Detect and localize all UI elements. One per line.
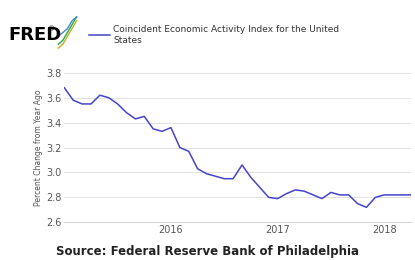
Text: FRED: FRED (8, 26, 61, 44)
Text: ®: ® (48, 26, 55, 32)
Y-axis label: Percent Change from Year Ago: Percent Change from Year Ago (34, 89, 44, 206)
Text: Source: Federal Reserve Bank of Philadelphia: Source: Federal Reserve Bank of Philadel… (56, 245, 359, 258)
Text: Coincident Economic Activity Index for the United
States: Coincident Economic Activity Index for t… (113, 25, 339, 45)
